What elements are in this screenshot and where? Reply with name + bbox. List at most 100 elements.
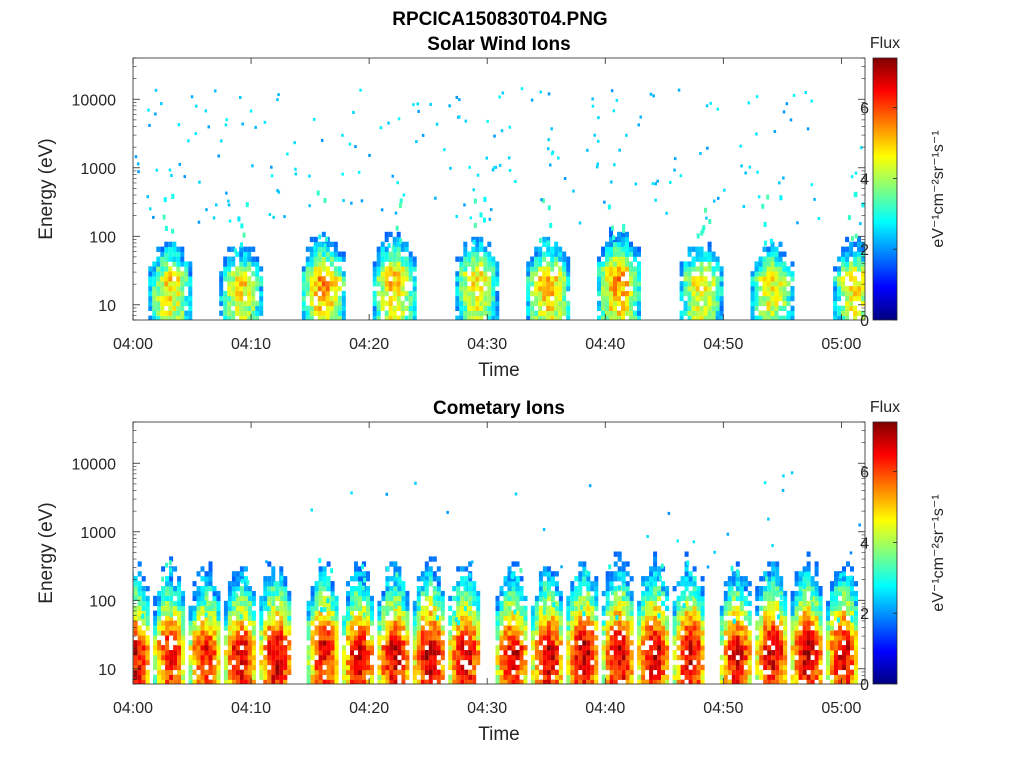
- spectrogram-cell: [719, 630, 724, 636]
- spectrogram-cell: [412, 310, 417, 316]
- y-tick-label: 10: [98, 298, 116, 315]
- spectrogram-cell: [790, 610, 795, 616]
- spectrogram-cell: [251, 281, 256, 287]
- spectrogram-cell: [774, 261, 779, 267]
- spectrogram-cell: [247, 276, 252, 282]
- spectrogram-cell: [350, 586, 354, 592]
- spectrogram-cell: [613, 620, 618, 626]
- spectrogram-cell: [754, 300, 759, 307]
- spectrogram-cell: [504, 685, 508, 690]
- background-count: [178, 162, 181, 166]
- spectrogram-cell: [315, 685, 319, 690]
- spectrogram-cell: [523, 630, 528, 636]
- spectrogram-cell: [467, 305, 472, 311]
- spectrogram-cell: [672, 615, 677, 621]
- spectrogram-cell: [165, 576, 170, 582]
- spectrogram-cell: [637, 630, 642, 636]
- spectrogram-cell: [412, 654, 417, 661]
- spectrogram-cell: [700, 610, 705, 616]
- spectrogram-cell: [837, 271, 842, 277]
- spectrogram-cell: [177, 610, 182, 616]
- spectrogram-cell: [305, 310, 310, 316]
- spectrogram-cell: [239, 614, 243, 620]
- background-count: [239, 96, 242, 99]
- spectrogram-cell: [404, 246, 409, 252]
- spectrogram-cell: [538, 650, 543, 656]
- spectrogram-cell: [370, 669, 374, 675]
- spectrogram-cell: [653, 556, 658, 562]
- spectrogram-cell: [503, 576, 508, 582]
- spectrogram-cell: [861, 286, 865, 292]
- spectrogram-cell: [416, 576, 421, 582]
- spectrogram-cell: [302, 321, 306, 326]
- spectrogram-cell: [404, 305, 409, 311]
- spectrogram-cell: [267, 640, 272, 646]
- spectrogram-cell: [779, 610, 784, 616]
- spectrogram-cell: [428, 566, 433, 572]
- spectrogram-cell: [754, 305, 759, 311]
- spectrogram-cell: [412, 305, 417, 311]
- spectrogram-cell: [629, 271, 633, 277]
- spectrogram-cell: [865, 301, 869, 306]
- spectrogram-cell: [479, 241, 484, 247]
- spectrogram-cell: [408, 276, 413, 282]
- spectrogram-cell: [177, 615, 182, 621]
- background-count: [215, 203, 218, 207]
- spectrogram-cell: [570, 595, 575, 602]
- spectrogram-cell: [216, 669, 221, 675]
- spectrogram-cell: [621, 290, 625, 297]
- spectrogram-cell: [381, 654, 386, 661]
- spectrogram-cell: [366, 576, 370, 582]
- spectrogram-cell: [625, 581, 630, 587]
- spectrogram-cell: [401, 679, 406, 684]
- spectrogram-cell: [385, 625, 390, 631]
- spectrogram-cell: [255, 256, 260, 262]
- spectrogram-cell: [566, 261, 571, 267]
- spectrogram-cell: [538, 679, 543, 684]
- spectrogram-cell: [472, 586, 477, 592]
- spectrogram-cell: [610, 685, 614, 690]
- spectrogram-cell: [766, 266, 771, 272]
- spectrogram-cell: [310, 605, 315, 611]
- spectrogram-cell: [530, 310, 535, 316]
- spectrogram-cell: [212, 610, 217, 616]
- spectrogram-cell: [200, 654, 205, 661]
- spectrogram-cell: [259, 605, 264, 611]
- spectrogram-cell: [763, 630, 768, 636]
- spectrogram-cell: [495, 315, 500, 320]
- spectrogram-cell: [613, 321, 617, 326]
- spectrogram-cell: [534, 615, 539, 621]
- spectrogram-cell: [613, 571, 618, 577]
- spectrogram-cell: [637, 620, 642, 626]
- spectrogram-cell: [181, 685, 185, 690]
- spectrogram-cell: [200, 679, 205, 684]
- spectrogram-cell: [459, 271, 464, 277]
- spectrogram-cell: [566, 595, 571, 602]
- spectrogram-cell: [558, 679, 563, 684]
- spectrogram-cell: [161, 586, 166, 592]
- spectrogram-cell: [683, 310, 688, 316]
- spectrogram-cell: [750, 310, 755, 316]
- spectrogram-cell: [161, 659, 166, 666]
- spectrogram-cell: [865, 286, 869, 291]
- spectrogram-cell: [566, 630, 571, 636]
- spectrogram-cell: [672, 669, 677, 675]
- spectrogram-cell: [188, 610, 193, 616]
- spectrogram-cell: [243, 615, 248, 621]
- spectrogram-cell: [384, 276, 389, 282]
- spectrogram-cell: [475, 271, 480, 277]
- spectrogram-cell: [750, 281, 755, 287]
- spectrogram-cell: [235, 635, 240, 641]
- spectrogram-cell: [141, 600, 146, 607]
- spectrogram-cell: [417, 685, 421, 690]
- spectrogram-cell: [475, 256, 480, 262]
- spectrogram-cell: [558, 625, 563, 631]
- background-count: [342, 199, 345, 203]
- spectrogram-cell: [688, 630, 693, 636]
- spectrogram-cell: [511, 586, 516, 592]
- spectrogram-cell: [554, 605, 559, 611]
- spectrogram-cell: [208, 664, 213, 671]
- spectrogram-cell: [231, 581, 236, 587]
- spectrogram-cell: [719, 625, 724, 631]
- spectrogram-cell: [404, 266, 409, 272]
